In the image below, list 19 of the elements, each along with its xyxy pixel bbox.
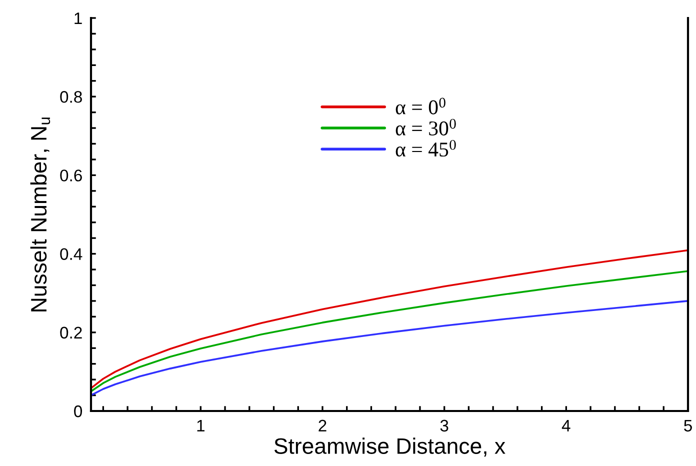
- y-tick-label: 0.4: [60, 248, 82, 260]
- y-axis-title: Nusselt Number, N$_{u}$: [30, 118, 50, 312]
- y-tick-label: 1: [74, 12, 82, 24]
- x-tick-label: 3: [440, 420, 448, 432]
- line-series: [91, 249, 688, 390]
- y-tick-label: 0.2: [60, 326, 82, 339]
- y-tick-label: 0: [74, 405, 82, 418]
- x-tick-label: 4: [562, 420, 570, 432]
- legend-label: α = 0$^{0}$: [396, 98, 446, 114]
- y-tick-label: 0.8: [60, 91, 82, 103]
- line-series: [91, 270, 688, 392]
- x-tick-label: 5: [684, 420, 692, 432]
- x-tick-label: 2: [318, 420, 326, 432]
- y-tick-label: 0.6: [60, 170, 82, 182]
- legend-label: α = 30$^{0}$: [396, 118, 456, 136]
- x-tick-label: 1: [197, 420, 204, 432]
- x-axis-title: Streamwise Distance, x: [274, 438, 506, 457]
- line-series: [91, 300, 688, 396]
- legend-label: α = 45$^{0}$: [396, 140, 456, 157]
